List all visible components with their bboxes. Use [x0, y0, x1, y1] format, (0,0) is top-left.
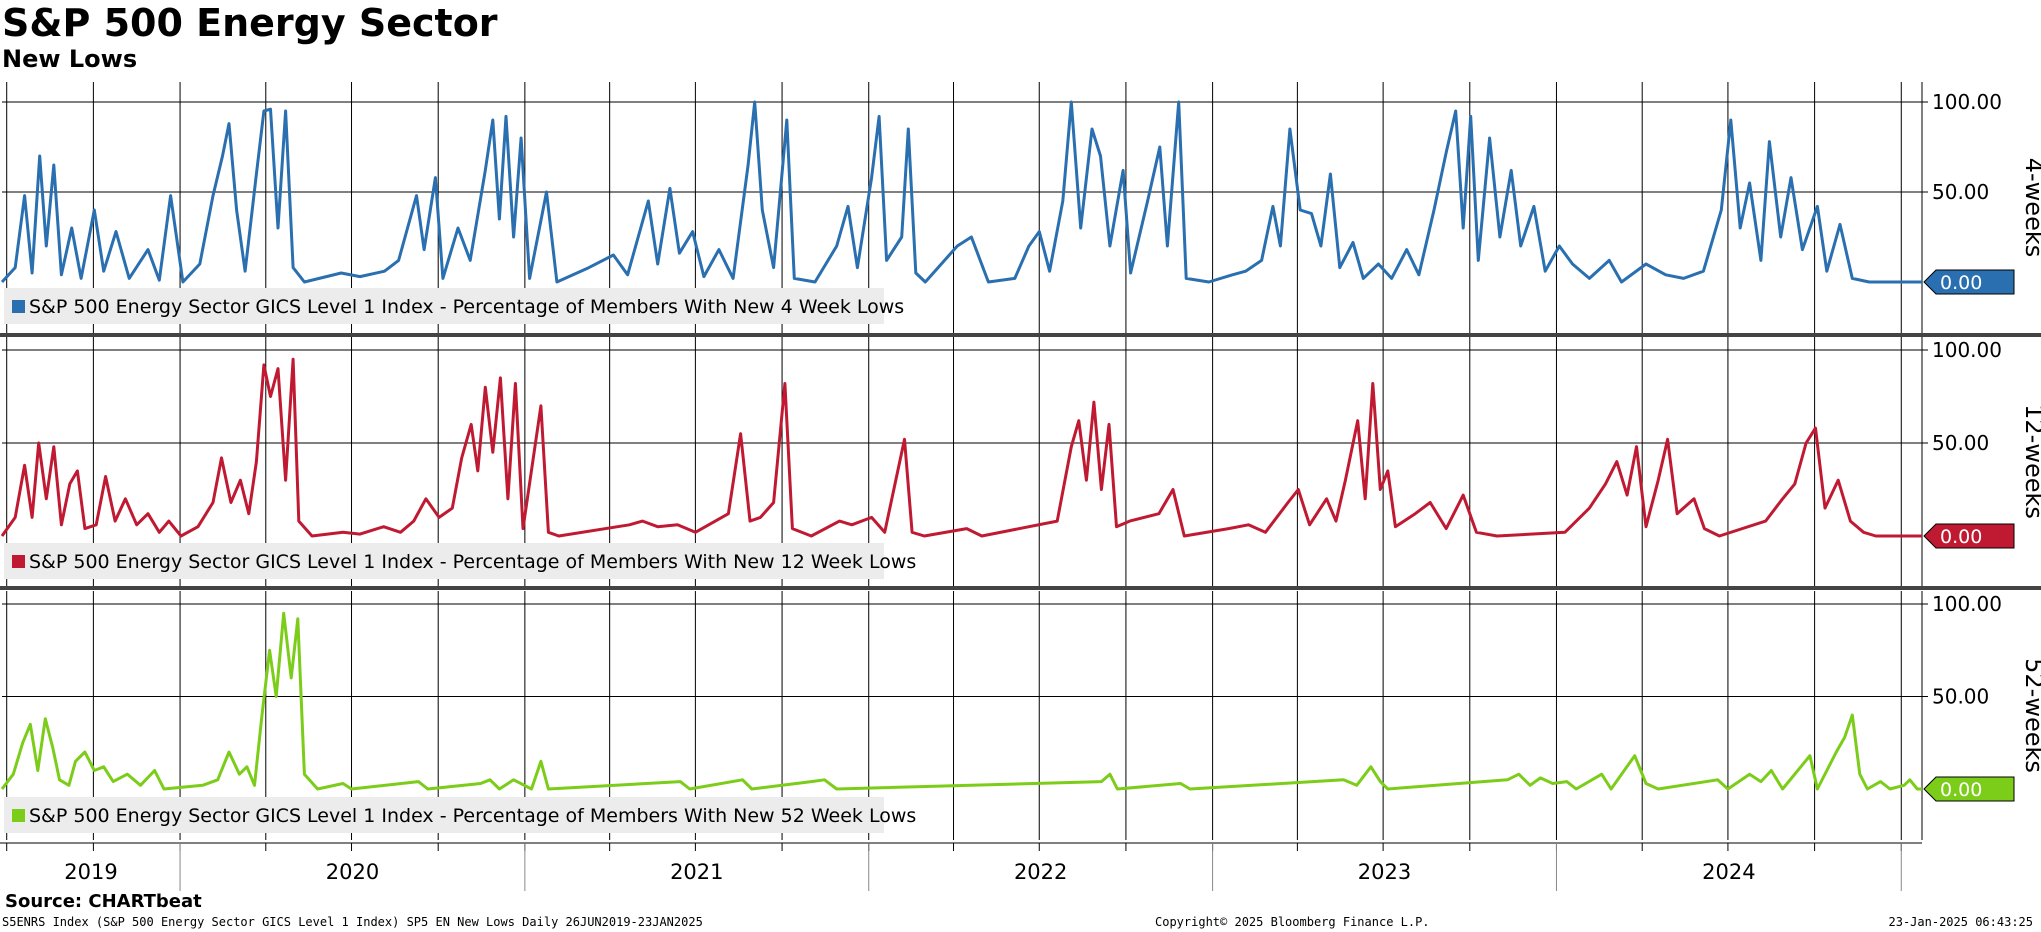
timestamp: 23-Jan-2025 06:43:25: [1888, 915, 2034, 929]
last-value-tag: [1923, 269, 2015, 295]
legend-label: S&P 500 Energy Sector GICS Level 1 Index…: [29, 805, 916, 827]
last-value-label: 0.00: [1940, 779, 1982, 801]
legend-box: [4, 543, 884, 579]
legend-swatch: [12, 300, 25, 313]
chart-title: S&P 500 Energy Sector: [2, 1, 498, 45]
legend-swatch: [12, 555, 25, 568]
series-line: [0, 100, 1922, 284]
x-year-label: 2019: [64, 860, 117, 884]
source-note: Source: CHARTbeat: [5, 891, 202, 912]
panel-divider: [0, 586, 2041, 590]
y-tick-label: 100.00: [1932, 338, 2002, 362]
series-line: [0, 357, 1922, 538]
y-tick-label: 50.00: [1932, 685, 1989, 709]
last-value-tag: [1923, 523, 2015, 549]
last-value-tag: [1923, 776, 2015, 802]
legend-label: S&P 500 Energy Sector GICS Level 1 Index…: [29, 296, 904, 318]
x-year-label: 2022: [1014, 860, 1067, 884]
x-year-label: 2021: [670, 860, 723, 884]
last-value-label: 0.00: [1940, 272, 1982, 294]
legend-box: [4, 797, 884, 833]
chart-subtitle: New Lows: [2, 45, 138, 73]
y-tick-label: 100.00: [1932, 90, 2002, 114]
y-tick-label: 50.00: [1932, 431, 1989, 455]
panel-axis-label: 12-weeks: [2020, 404, 2041, 519]
panel-divider: [0, 333, 2041, 337]
y-tick-label: 100.00: [1932, 592, 2002, 616]
x-year-label: 2020: [326, 860, 379, 884]
series-description: S5ENRS Index (S&P 500 Energy Sector GICS…: [2, 915, 703, 929]
copyright-note: Copyright© 2025 Bloomberg Finance L.P.: [1155, 915, 1430, 929]
series-line: [0, 611, 1922, 791]
x-year-label: 2023: [1358, 860, 1411, 884]
panel-axis-label: 4-weeks: [2020, 158, 2041, 258]
legend-label: S&P 500 Energy Sector GICS Level 1 Index…: [29, 551, 916, 573]
legend-swatch: [12, 809, 25, 822]
y-tick-label: 50.00: [1932, 180, 1989, 204]
last-value-label: 0.00: [1940, 526, 1982, 548]
panel-axis-label: 52-weeks: [2020, 658, 2041, 773]
x-year-label: 2024: [1702, 860, 1755, 884]
legend-box: [4, 288, 884, 324]
